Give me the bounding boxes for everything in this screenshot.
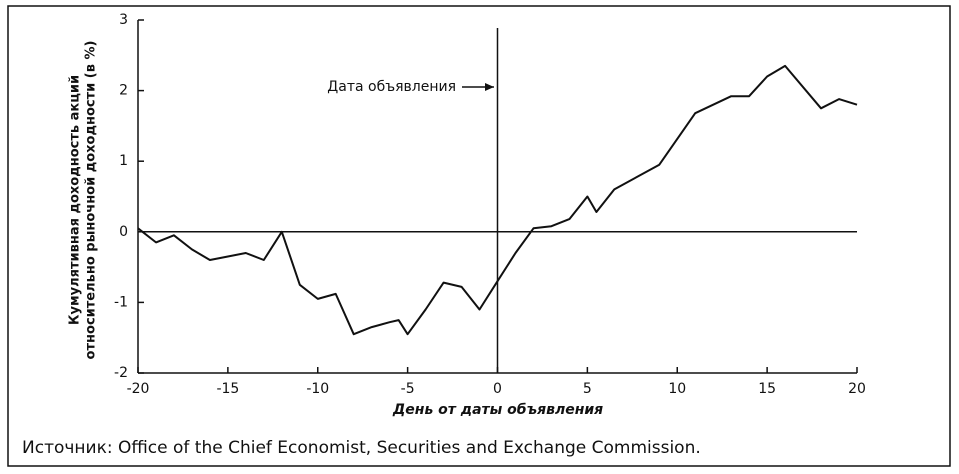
y-tick-label: -1 bbox=[114, 294, 128, 310]
y-axis-label: Кумулятивная доходность акций относитель… bbox=[68, 41, 99, 360]
y-axis-label-line: Кумулятивная доходность акций bbox=[68, 75, 83, 325]
x-tick-label: 10 bbox=[668, 381, 686, 397]
y-axis-label-line: относительно рыночной доходности (в %) bbox=[84, 41, 99, 360]
data-line bbox=[137, 64, 858, 336]
x-tick-label: -5 bbox=[401, 381, 415, 397]
y-tick-label: 3 bbox=[119, 12, 128, 28]
x-tick-label: 15 bbox=[758, 381, 776, 397]
x-tick-label: -10 bbox=[306, 381, 329, 397]
y-tick-label: -2 bbox=[114, 365, 128, 381]
x-tick-label: -15 bbox=[216, 381, 239, 397]
x-tick-label: -20 bbox=[127, 381, 150, 397]
source-note: Источник: Office of the Chief Economist,… bbox=[22, 438, 701, 458]
x-tick-label: 0 bbox=[493, 381, 502, 397]
frame bbox=[7, 5, 951, 467]
y-tick-label: 1 bbox=[119, 153, 128, 169]
x-tick-label: 20 bbox=[848, 381, 866, 397]
x-tick-label: 5 bbox=[583, 381, 592, 397]
y-tick-label: 2 bbox=[119, 83, 128, 99]
x-axis-label: День от даты объявления bbox=[392, 402, 603, 418]
annotation-arrowhead bbox=[485, 83, 494, 91]
y-tick-label: 0 bbox=[119, 224, 128, 240]
annotation: Дата объявления bbox=[327, 79, 456, 95]
